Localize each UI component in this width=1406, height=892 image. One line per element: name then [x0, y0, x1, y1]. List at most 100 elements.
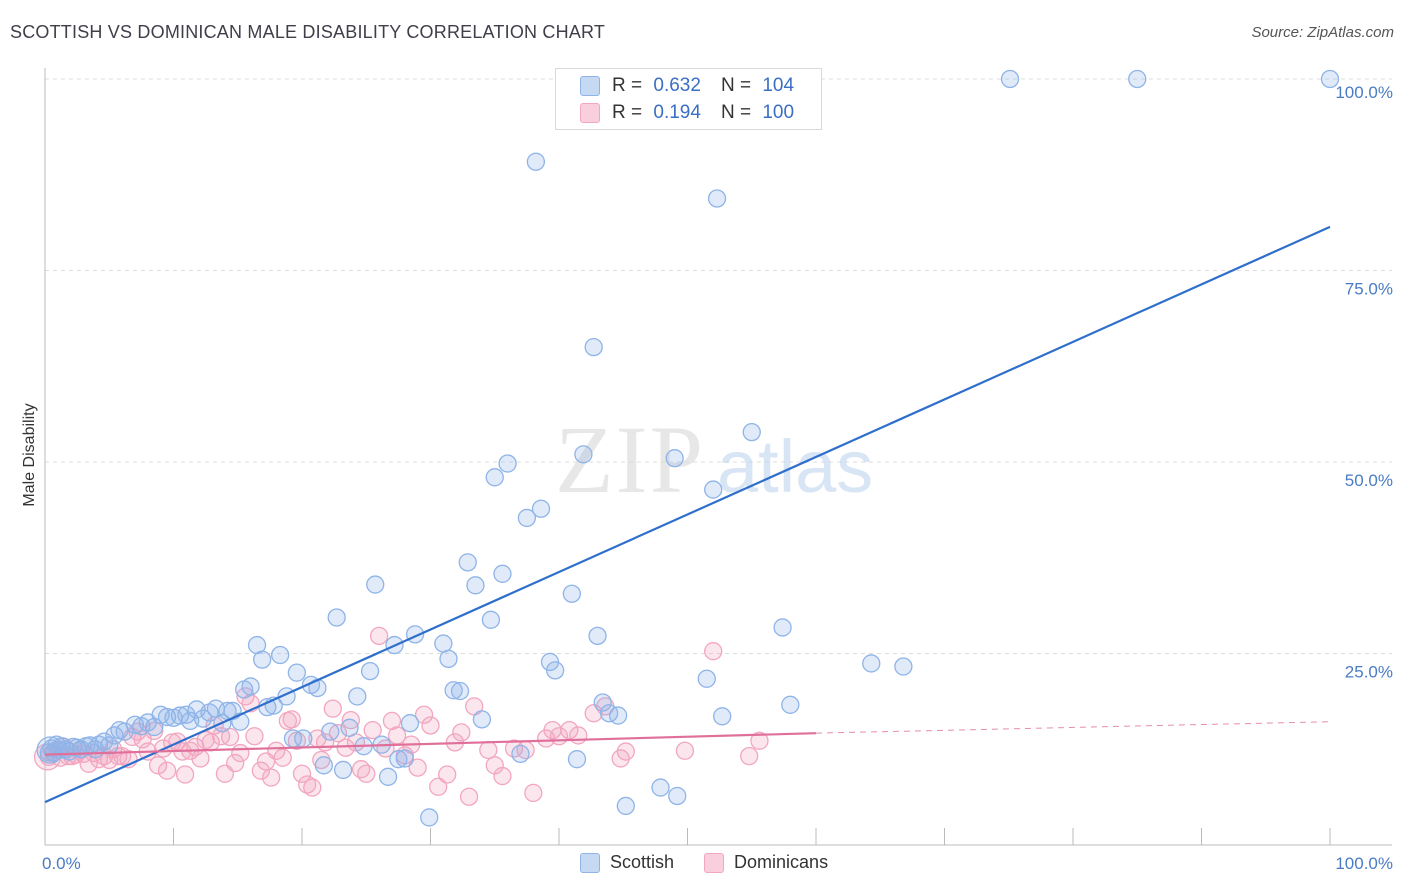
legend-r-label: R = [612, 75, 643, 96]
scottish-point [742, 422, 761, 442]
scottish-point [105, 726, 124, 745]
dominicans-point [421, 716, 440, 735]
scottish-point [314, 756, 333, 775]
legend-r-value: 0.194 [653, 102, 701, 123]
x-tick-label: 100.0% [1335, 854, 1393, 873]
dominicans-point [616, 742, 635, 761]
scottish-point [584, 337, 603, 357]
legend-n-label: N = [720, 102, 752, 123]
series-legend: Scottish Dominicans [580, 852, 858, 873]
scottish-point [665, 449, 684, 468]
dominicans-point [303, 778, 322, 797]
scottish-point [348, 687, 367, 706]
y-tick-label: 75.0% [1345, 280, 1393, 299]
scottish-point [294, 729, 313, 748]
scottish-point [511, 744, 530, 763]
scottish-point [894, 657, 913, 676]
series-swatch-scottish [580, 852, 600, 873]
scottish-point [439, 649, 458, 669]
scottish-point [36, 736, 64, 764]
watermark: ZIP atlas [555, 406, 873, 513]
dominicans-point [429, 777, 448, 796]
dominicans-point [369, 626, 389, 646]
y-axis-label: Male Disability [21, 403, 38, 506]
scottish-point [287, 663, 307, 682]
scottish-point [713, 707, 732, 726]
series-legend-dominicans: Dominicans [704, 852, 828, 873]
scottish-point [327, 608, 346, 627]
legend-swatch-scottish [580, 76, 600, 96]
legend-swatch-dominicans [580, 103, 600, 123]
axes [44, 68, 1392, 846]
scottish-point [531, 499, 551, 518]
scottish-point [389, 750, 408, 769]
legend-n-value: 100 [762, 102, 795, 123]
correlation-legend: R = 0.632 N = 104 R = 0.194 N = 100 [555, 68, 822, 130]
dominicans-point [363, 720, 382, 740]
scottish-point [241, 677, 260, 696]
series-name-dominicans: Dominicans [734, 852, 829, 872]
legend-row-scottish: R = 0.632 N = 104 [580, 73, 794, 99]
scottish-point [697, 669, 716, 688]
dominicans-point [740, 746, 759, 766]
dominicans-point [493, 766, 512, 786]
scottish-point [704, 480, 723, 499]
dominicans-point [438, 765, 457, 784]
axis-labels: Male Disability 25.0% 50.0% 75.0% 100.0% 0.0… [21, 83, 1393, 873]
dominicans-point [191, 749, 210, 768]
scottish-point [862, 654, 881, 673]
legend-row-dominicans: R = 0.194 N = 100 [580, 100, 794, 126]
dominicans-point [336, 738, 355, 757]
y-tick-label: 25.0% [1345, 663, 1393, 682]
dominicans-point [251, 761, 271, 780]
scottish-point [493, 564, 512, 583]
dominicans-point [479, 740, 498, 760]
dominicans-point [157, 761, 177, 780]
dominicans-point [273, 748, 292, 767]
scottish-point [574, 445, 593, 464]
scottish-point [1000, 69, 1020, 89]
scottish-point [1320, 69, 1340, 89]
scottish-point [651, 778, 670, 797]
dominicans-point [148, 756, 168, 775]
legend-r-label: R = [612, 102, 643, 123]
dominicans-point [408, 758, 427, 777]
dominicans-point [267, 741, 286, 760]
dominicans-point [569, 726, 588, 745]
scottish-point [616, 796, 635, 816]
dominicans-point [220, 727, 240, 747]
dominicans-point [328, 724, 348, 743]
scottish-point [773, 618, 792, 637]
scottish-points [36, 69, 1340, 827]
source-credit: Source: ZipAtlas.com [1251, 24, 1394, 41]
dominicans-point [452, 723, 471, 742]
dominicans-point [292, 764, 312, 783]
scottish-point [707, 189, 727, 208]
dominicans-point [341, 710, 360, 730]
scottish-point [588, 626, 607, 646]
scottish-point [481, 610, 501, 629]
dominicans-point [524, 783, 543, 803]
scottish-point [434, 634, 453, 653]
legend-n-value: 104 [762, 75, 795, 96]
scottish-point [472, 710, 492, 729]
scottish-point [115, 722, 134, 741]
scottish-point [526, 152, 546, 171]
trend-lines [44, 225, 1331, 804]
scottish-point [545, 661, 565, 680]
dominicans-point [231, 743, 250, 763]
scottish-point [321, 722, 340, 741]
dominicans-point [262, 768, 281, 787]
scottish-point [517, 508, 537, 528]
scottish-point [1128, 69, 1147, 89]
x-tick-label: 0.0% [42, 854, 81, 873]
scottish-point [668, 786, 687, 806]
scottish-point [378, 767, 398, 786]
watermark-zip: ZIP [555, 406, 705, 513]
series-swatch-dominicans [704, 852, 725, 873]
scottish-point [333, 760, 353, 780]
dominicans-point [750, 731, 769, 750]
scottish-point [444, 681, 463, 700]
series-legend-scottish: Scottish [580, 852, 674, 873]
dominicans-point [704, 642, 723, 661]
